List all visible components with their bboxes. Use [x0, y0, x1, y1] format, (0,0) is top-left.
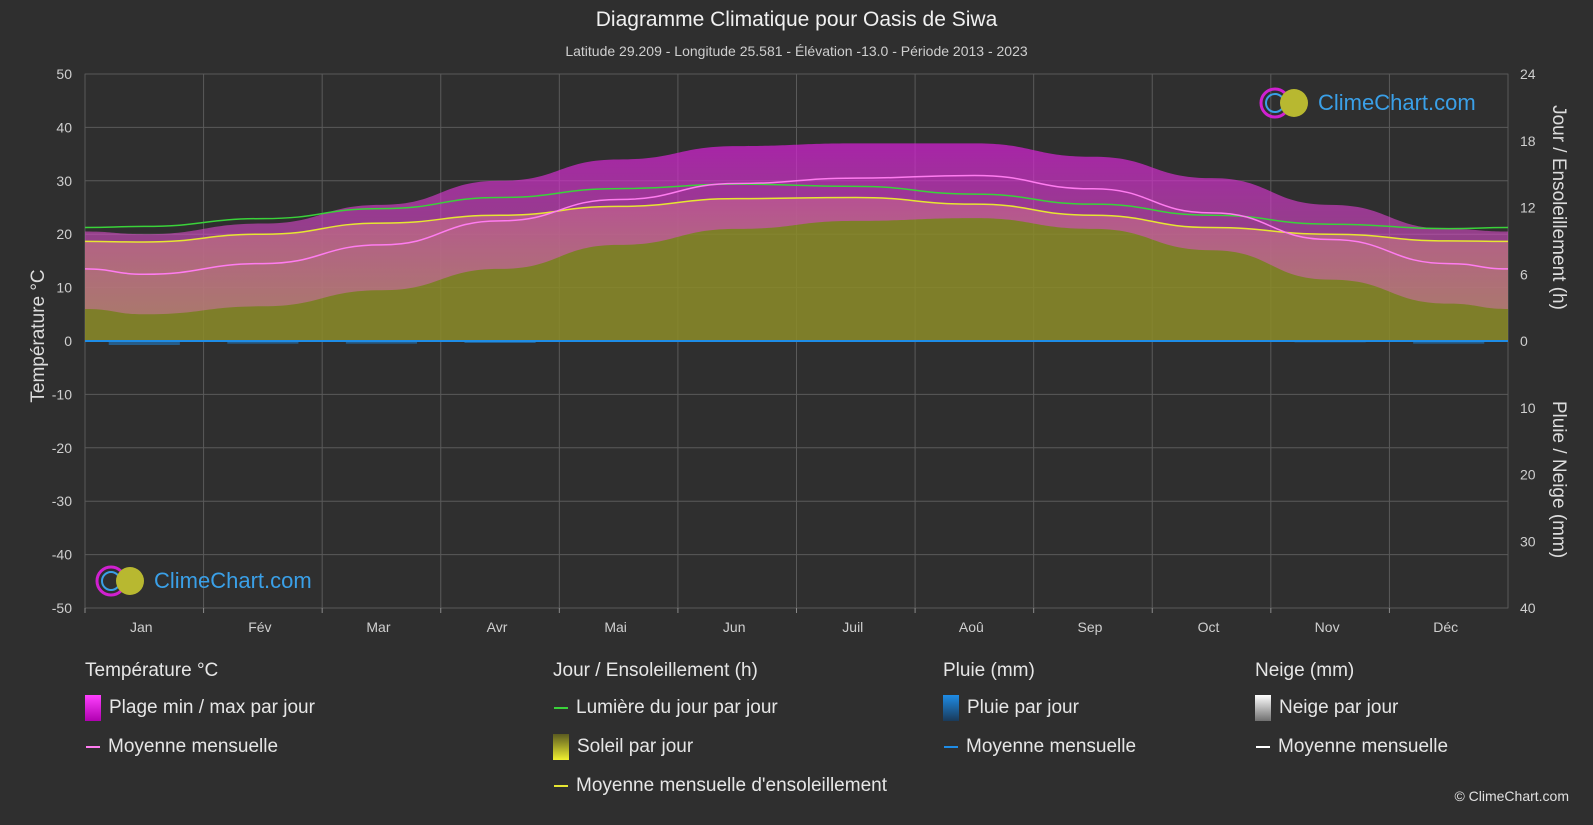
y-left-tick-label: -40: [52, 547, 72, 563]
y-right-top-tick-label: 0: [1520, 333, 1528, 349]
swatch-line: [554, 707, 568, 709]
x-tick-label: Aoû: [959, 619, 984, 635]
legend-item: Plage min / max par jour: [85, 695, 315, 721]
legend-label: Plage min / max par jour: [109, 697, 315, 718]
legend-item: Moyenne mensuelle: [943, 735, 1136, 759]
legend-item: Soleil par jour: [553, 734, 887, 760]
x-tick-label: Déc: [1433, 619, 1458, 635]
y-left-tick-label: -20: [52, 440, 72, 456]
y-left-axis-label: Température °C: [28, 269, 49, 402]
swatch-rain: [943, 695, 959, 721]
copyright: © ClimeChart.com: [1454, 788, 1569, 804]
y-left-tick-label: -10: [52, 386, 72, 402]
legend-label: Pluie par jour: [967, 697, 1079, 718]
y-right-bottom-axis-label: Pluie / Neige (mm): [1548, 401, 1569, 558]
y-right-top-tick-label: 24: [1520, 66, 1536, 82]
swatch-sunshine: [553, 734, 569, 760]
logo-text: ClimeChart.com: [154, 568, 312, 593]
legend-label: Moyenne mensuelle: [966, 736, 1137, 757]
legend-label: Moyenne mensuelle: [108, 736, 279, 757]
y-right-top-axis-label: Jour / Ensoleillement (h): [1548, 105, 1569, 310]
chart-subtitle: Latitude 29.209 - Longitude 25.581 - Élé…: [565, 43, 1028, 59]
y-right-top-tick-label: 6: [1520, 266, 1528, 282]
rain-bar: [108, 341, 180, 346]
swatch-line: [554, 785, 568, 787]
y-left-tick-label: 0: [64, 333, 72, 349]
logo-bottom-left: ClimeChart.com: [94, 564, 312, 598]
legend-label: Moyenne mensuelle d'ensoleillement: [576, 775, 887, 796]
logo-icon: [95, 565, 144, 597]
x-tick-label: Fév: [248, 619, 271, 635]
y-left-tick-label: 40: [56, 119, 72, 135]
x-tick-label: Nov: [1315, 619, 1340, 635]
legend-rain: Pluie (mm) Pluie par jour Moyenne mensue…: [943, 660, 1136, 774]
rain-bar: [1413, 341, 1485, 344]
x-tick-label: Avr: [487, 619, 508, 635]
x-tick-label: Mar: [366, 619, 390, 635]
swatch-line: [86, 746, 100, 748]
y-left-tick-label: -30: [52, 493, 72, 509]
legend-snow: Neige (mm) Neige par jour Moyenne mensue…: [1255, 660, 1448, 774]
x-tick-label: Sep: [1077, 619, 1102, 635]
y-left-tick-label: 30: [56, 173, 72, 189]
legend-label: Soleil par jour: [577, 736, 694, 757]
climate-chart: Jan Fév Mar Avr Mai Jun Juil Aoû Sep Oct Nov Déc 50 4…: [28, 66, 1569, 635]
x-tick-label: Jun: [723, 619, 746, 635]
swatch-line: [1256, 746, 1270, 748]
swatch-snow: [1255, 695, 1271, 721]
x-tick-label: Mai: [604, 619, 627, 635]
rain-bar: [464, 341, 536, 344]
legend-item: Moyenne mensuelle: [85, 735, 315, 759]
swatch-range: [85, 695, 101, 721]
y-right-bottom-tick-label: 20: [1520, 467, 1536, 483]
temperature-mean-line: [84, 174, 1509, 276]
legend-sun: Jour / Ensoleillement (h) Lumière du jou…: [553, 660, 887, 813]
temperature-range-band: [85, 143, 1508, 315]
legend-item: Lumière du jour par jour: [553, 696, 887, 720]
rain-bar: [345, 341, 418, 344]
legend-label: Lumière du jour par jour: [576, 697, 778, 718]
x-tick-label: Juil: [842, 619, 863, 635]
legend-label: Moyenne mensuelle: [1278, 736, 1449, 757]
y-left-tick-label: 20: [56, 226, 72, 242]
legend-item: Moyenne mensuelle d'ensoleillement: [553, 774, 887, 798]
logo-top-right: ClimeChart.com: [1258, 86, 1476, 120]
legend-temperature: Température °C Plage min / max par jour …: [85, 660, 315, 774]
x-tick-label: Oct: [1198, 619, 1220, 635]
chart-title: Diagramme Climatique pour Oasis de Siwa: [595, 8, 998, 31]
y-right-top-tick-label: 12: [1520, 200, 1536, 216]
daylight-line: [84, 183, 1509, 230]
swatch-line: [944, 746, 958, 748]
y-right-bottom-tick-label: 30: [1520, 533, 1536, 549]
legend-label: Neige par jour: [1279, 697, 1399, 718]
rain-bar: [227, 341, 299, 344]
legend-item: Pluie par jour: [943, 695, 1136, 721]
y-right-bottom-tick-label: 40: [1520, 600, 1536, 616]
legend-title: Jour / Ensoleillement (h): [553, 660, 758, 681]
y-left-tick-label: 50: [56, 66, 72, 82]
y-left-tick-label: -50: [52, 600, 72, 616]
legend-title: Pluie (mm): [943, 660, 1035, 681]
logo-icon: [1259, 87, 1308, 119]
legend-title: Neige (mm): [1255, 660, 1355, 681]
y-right-bottom-tick-label: 10: [1520, 400, 1536, 416]
y-right-top-tick-label: 18: [1520, 133, 1536, 149]
legend-item: Moyenne mensuelle: [1255, 735, 1448, 759]
y-left-tick-label: 10: [56, 280, 72, 296]
legend-item: Neige par jour: [1255, 695, 1448, 721]
logo-text: ClimeChart.com: [1318, 90, 1476, 115]
x-tick-label: Jan: [130, 619, 153, 635]
legend-title: Température °C: [85, 660, 219, 681]
